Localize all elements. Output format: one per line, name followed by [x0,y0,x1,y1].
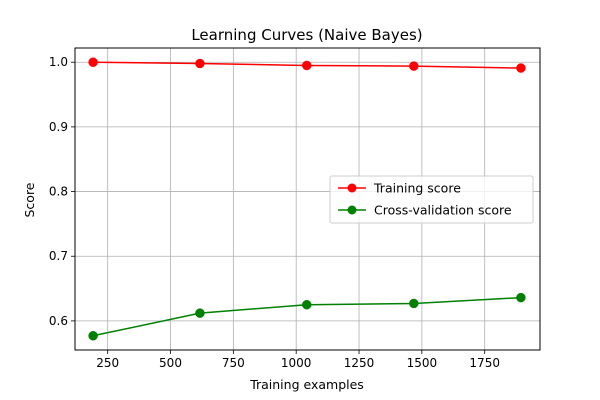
y-tick-label: 0.9 [49,120,68,134]
data-point [409,61,419,71]
y-tick-label: 0.8 [49,185,68,199]
chart-title: Learning Curves (Naive Bayes) [191,26,422,44]
data-point [195,58,205,69]
data-point [301,60,312,71]
series-group [88,292,526,341]
data-point [195,308,205,318]
legend-label: Training score [373,181,461,196]
legend-marker [347,183,357,193]
data-point [516,292,526,303]
x-axis-label: Training examples [249,377,364,392]
data-point [301,299,312,310]
series-group [88,57,526,73]
legend: Training score Cross-validation score [329,175,534,224]
legend-label: Cross-validation score [374,203,512,218]
y-tick-label: 0.6 [49,314,68,328]
data-point [516,63,526,73]
x-tick-label: 1250 [344,356,375,370]
x-tick-label: 250 [96,356,119,370]
data-point [88,331,98,341]
legend-marker [347,205,357,215]
data-point [409,298,419,309]
y-axis-label: Score [22,182,37,217]
x-tick-label: 1500 [407,356,438,370]
data-point [88,57,98,67]
x-tick-label: 750 [222,356,245,370]
plot-frame [74,47,541,351]
y-tick-label: 1.0 [49,55,68,69]
x-tick-label: 500 [159,356,182,370]
x-tick-label: 1750 [469,356,500,370]
y-tick-label: 0.7 [49,249,68,263]
series-layer [88,57,526,341]
axis-ticks: 250 500 750 1000 1250 1500 1750 0.6 0.7 0.8 0.9 1.0 [49,55,500,370]
x-tick-label: 1000 [281,356,312,370]
legend-box [329,175,534,224]
